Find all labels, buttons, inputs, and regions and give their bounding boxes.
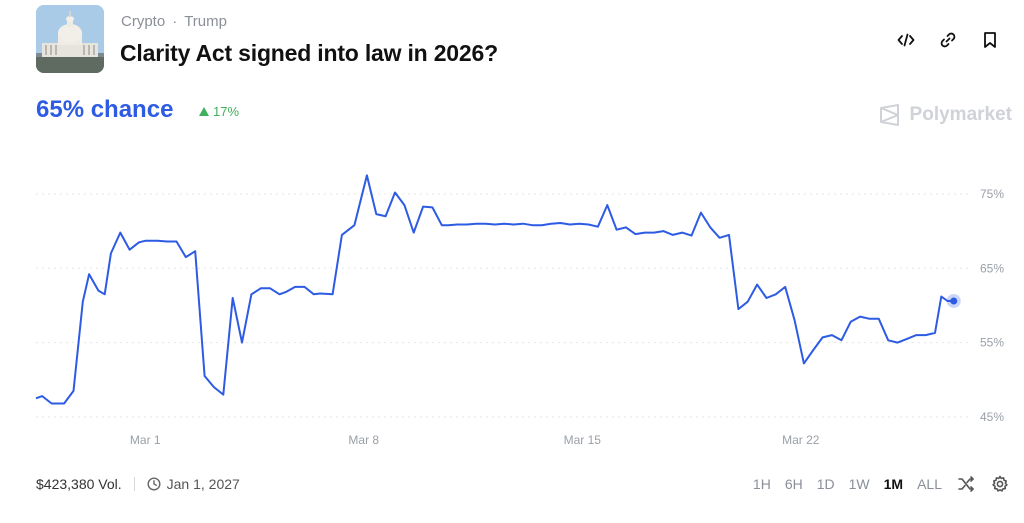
- embed-code-icon: [897, 33, 915, 47]
- brand-name: Polymarket: [909, 104, 1012, 125]
- chance-value: 65% chance: [36, 96, 174, 123]
- y-tick-label: 55%: [980, 336, 1004, 350]
- triangle-up-icon: [199, 107, 209, 116]
- current-point-marker: [950, 297, 958, 305]
- y-tick-label: 75%: [980, 187, 1004, 201]
- breadcrumb: Crypto · Trump: [121, 13, 227, 30]
- settings-gear-icon: [992, 475, 1008, 492]
- range-1d[interactable]: 1D: [816, 476, 835, 492]
- copy-link-button[interactable]: [936, 28, 960, 52]
- x-tick-label: Mar 1: [130, 433, 161, 447]
- header-actions: [894, 28, 1002, 52]
- link-icon: [940, 32, 956, 48]
- chance-delta-value: 17%: [213, 104, 240, 119]
- x-tick-label: Mar 22: [782, 433, 820, 447]
- range-all[interactable]: ALL: [917, 476, 942, 492]
- chart-grid: [36, 193, 970, 418]
- end-date-text: Jan 1, 2027: [166, 476, 240, 492]
- range-1m[interactable]: 1M: [883, 476, 904, 492]
- shuffle-icon: [958, 476, 974, 492]
- price-history-chart[interactable]: 45% 55% 65% 75% Mar 1 Mar 8 Mar 15 Mar 22: [0, 160, 1024, 460]
- range-1h[interactable]: 1H: [752, 476, 771, 492]
- page-title: Clarity Act signed into law in 2026?: [120, 40, 498, 66]
- y-tick-label: 45%: [980, 410, 1004, 424]
- y-tick-label: 65%: [980, 261, 1004, 275]
- polymarket-logo-icon: [879, 104, 899, 126]
- x-tick-label: Mar 15: [564, 433, 602, 447]
- footer-divider: [133, 477, 135, 491]
- volume-value: $423,380 Vol.: [36, 476, 122, 492]
- end-date: Jan 1, 2027: [147, 476, 240, 492]
- breadcrumb-separator: ·: [172, 13, 178, 30]
- clock-icon: [147, 477, 161, 491]
- bookmark-icon: [984, 32, 996, 48]
- shuffle-button[interactable]: [956, 474, 976, 494]
- chart-x-axis: Mar 1 Mar 8 Mar 15 Mar 22: [130, 433, 820, 447]
- breadcrumb-item-crypto[interactable]: Crypto: [121, 13, 166, 30]
- price-line-series: [35, 174, 954, 405]
- time-range-selector: 1H 6H 1D 1W 1M ALL: [753, 474, 1010, 494]
- x-tick-label: Mar 8: [348, 433, 379, 447]
- chart-y-axis: 45% 55% 65% 75%: [980, 187, 1004, 424]
- embed-code-button[interactable]: [894, 28, 918, 52]
- chance-delta: 17%: [199, 104, 239, 119]
- market-footer: $423,380 Vol. Jan 1, 2027: [36, 476, 240, 492]
- market-thumbnail: [36, 5, 104, 73]
- polymarket-brand: Polymarket: [878, 104, 1012, 126]
- breadcrumb-item-trump[interactable]: Trump: [184, 13, 227, 30]
- range-6h[interactable]: 6H: [784, 476, 803, 492]
- range-1w[interactable]: 1W: [848, 476, 870, 492]
- chart-settings-button[interactable]: [990, 474, 1010, 494]
- capitol-building-image: [36, 5, 104, 73]
- bookmark-button[interactable]: [978, 28, 1002, 52]
